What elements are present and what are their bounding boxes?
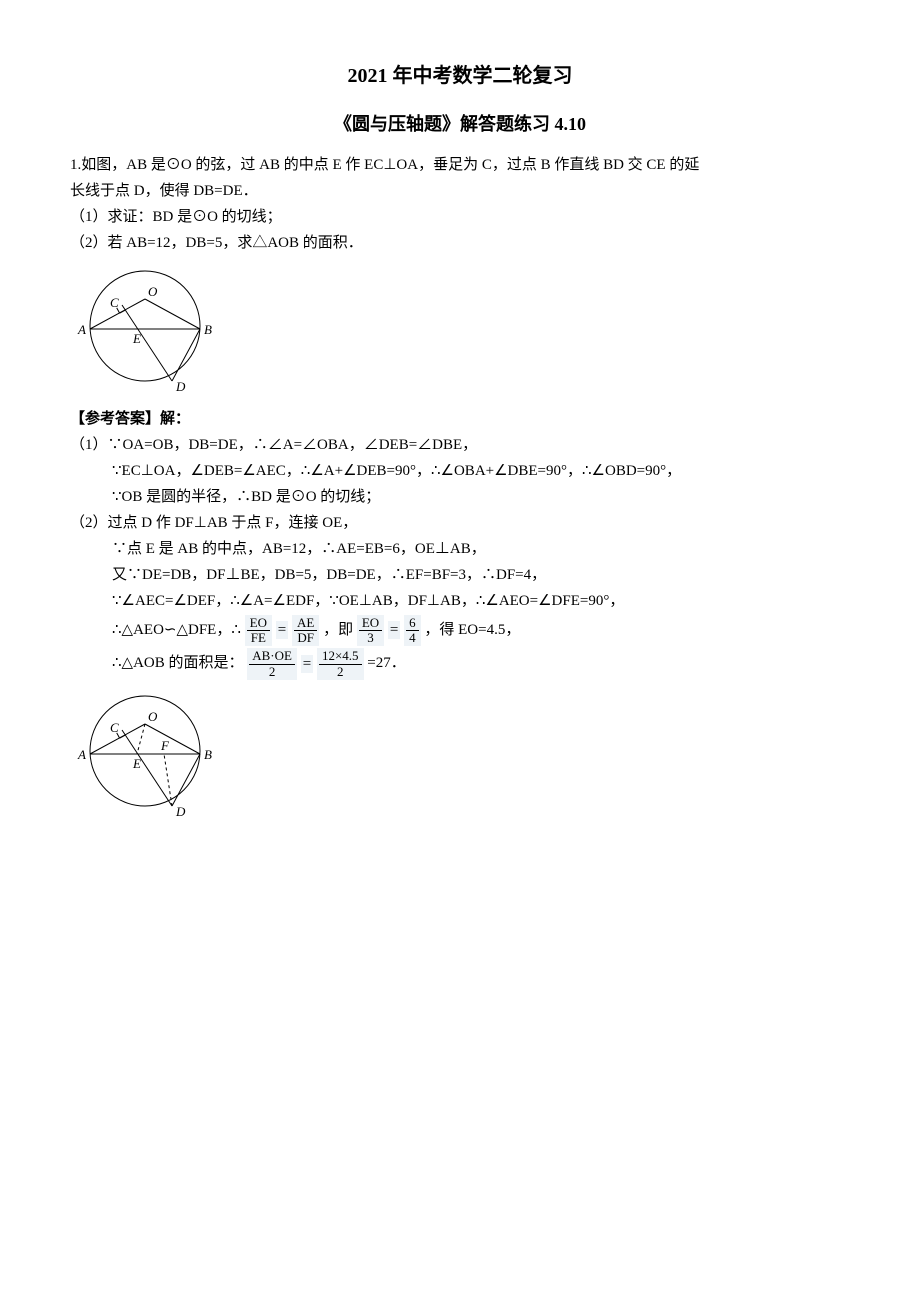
fraction-3: EO 3 xyxy=(357,615,384,647)
fraction-2: AE DF xyxy=(292,615,319,647)
eq-3: = xyxy=(301,655,313,673)
problem-line-2: 长线于点 D，使得 DB=DE． xyxy=(70,179,850,203)
fraction-6-den: 2 xyxy=(319,665,362,679)
svg-text:C: C xyxy=(110,295,119,310)
fraction-3-den: 3 xyxy=(359,631,382,645)
page-subtitle: 《圆与压轴题》解答题练习 4.10 xyxy=(70,110,850,139)
figure-1: A B E C O D xyxy=(70,261,240,401)
svg-text:O: O xyxy=(148,709,158,724)
answer-2-line-3: 又∵DE=DB，DF⊥BE，DB=5，DB=DE，∴EF=BF=3，∴DF=4， xyxy=(70,563,850,587)
answer-2-line-4: ∵∠AEC=∠DEF，∴∠A=∠EDF，∵OE⊥AB，DF⊥AB，∴∠AEO=∠… xyxy=(70,589,850,613)
fraction-1-num: EO xyxy=(247,616,270,631)
eq-2: = xyxy=(388,621,400,639)
answer-1-line-2: ∵EC⊥OA，∠DEB=∠AEC，∴∠A+∠DEB=90°，∴∠OBA+∠DBE… xyxy=(70,459,850,483)
fraction-5: AB·OE 2 xyxy=(247,648,297,680)
answer-2-line-5c: ，得 EO=4.5， xyxy=(424,622,520,638)
answer-2-line-5a: ∴△AEO∽△DFE，∴ xyxy=(112,622,241,638)
svg-text:E: E xyxy=(132,756,141,771)
answer-2-line-6b: =27． xyxy=(367,656,405,672)
svg-text:A: A xyxy=(77,747,86,762)
answer-2-line-2: ∵点 E 是 AB 的中点，AB=12，∴AE=EB=6，OE⊥AB， xyxy=(70,537,850,561)
answer-2-line-6: ∴△AOB 的面积是： AB·OE 2 = 12×4.5 2 =27． xyxy=(70,648,850,680)
svg-text:F: F xyxy=(160,738,170,753)
answer-2-line-5: ∴△AEO∽△DFE，∴ EO FE = AE DF ，即 EO 3 = 6 4… xyxy=(70,615,850,647)
svg-text:B: B xyxy=(204,322,212,337)
answer-1-line-1: （1）∵OA=OB，DB=DE，∴∠A=∠OBA，∠DEB=∠DBE， xyxy=(70,433,850,457)
fraction-5-den: 2 xyxy=(249,665,295,679)
page-title: 2021 年中考数学二轮复习 xyxy=(70,60,850,92)
fraction-6: 12×4.5 2 xyxy=(317,648,364,680)
eq-1: = xyxy=(276,621,288,639)
fraction-1: EO FE xyxy=(245,615,272,647)
problem-line-1: 1.如图，AB 是⊙O 的弦，过 AB 的中点 E 作 EC⊥OA，垂足为 C，… xyxy=(70,153,850,177)
fraction-2-den: DF xyxy=(294,631,317,645)
figure-2: F A B E C O D xyxy=(70,686,240,826)
fraction-2-num: AE xyxy=(294,616,317,631)
svg-text:E: E xyxy=(132,331,141,346)
answer-label-text: 【参考答案】解： xyxy=(70,410,190,427)
fraction-1-den: FE xyxy=(247,631,270,645)
svg-text:D: D xyxy=(175,379,186,394)
svg-text:O: O xyxy=(148,284,158,299)
fraction-3-num: EO xyxy=(359,616,382,631)
answer-2-line-1: （2）过点 D 作 DF⊥AB 于点 F，连接 OE， xyxy=(70,511,850,535)
svg-text:D: D xyxy=(175,804,186,819)
fraction-4-num: 6 xyxy=(406,616,419,631)
answer-2-line-6a: ∴△AOB 的面积是： xyxy=(112,656,244,672)
fraction-6-num: 12×4.5 xyxy=(319,649,362,664)
svg-text:A: A xyxy=(77,322,86,337)
svg-text:C: C xyxy=(110,720,119,735)
answer-1-line-3: ∵OB 是圆的半径，∴BD 是⊙O 的切线； xyxy=(70,485,850,509)
svg-text:B: B xyxy=(204,747,212,762)
fraction-4-den: 4 xyxy=(406,631,419,645)
fraction-5-num: AB·OE xyxy=(249,649,295,664)
answer-2-line-5b: ，即 xyxy=(323,622,353,638)
problem-q2: （2）若 AB=12，DB=5，求△AOB 的面积． xyxy=(70,231,850,255)
answer-label: 【参考答案】解： xyxy=(70,407,850,431)
problem-q1: （1）求证：BD 是⊙O 的切线； xyxy=(70,205,850,229)
fraction-4: 6 4 xyxy=(404,615,421,647)
